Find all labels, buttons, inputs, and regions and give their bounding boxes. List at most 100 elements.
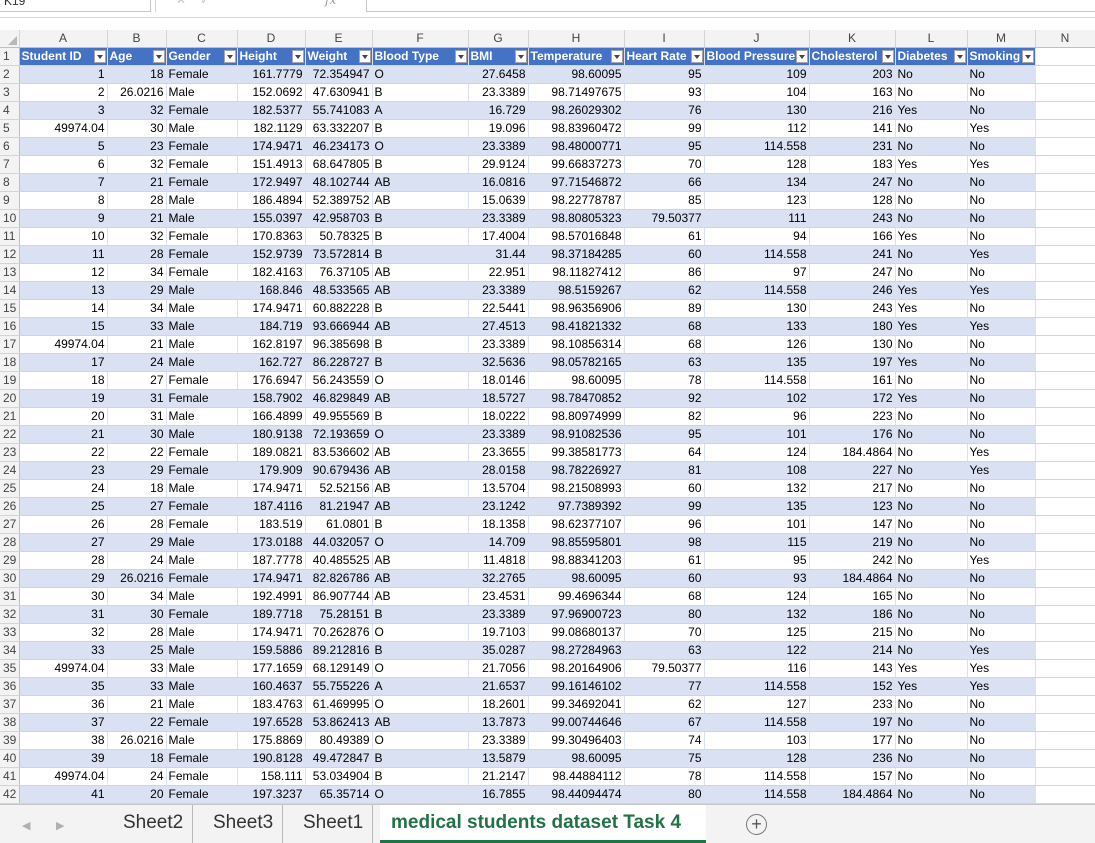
table-cell[interactable]: 98.91082536 [528, 425, 625, 444]
table-cell[interactable]: 46.829849 [305, 389, 373, 408]
table-cell[interactable]: Female [166, 443, 238, 462]
filter-dropdown-icon[interactable] [953, 50, 966, 63]
table-cell[interactable]: 80 [624, 605, 705, 624]
table-header-cell[interactable]: Weight [305, 47, 373, 66]
table-cell[interactable]: 158.111 [237, 767, 306, 786]
table-cell[interactable]: 95 [624, 65, 705, 84]
table-header-cell[interactable]: Blood Pressure [704, 47, 810, 66]
table-cell[interactable]: Yes [967, 155, 1036, 174]
table-cell[interactable]: 3 [19, 101, 108, 120]
table-cell[interactable]: 31 [107, 389, 167, 408]
table-cell[interactable]: 20 [107, 785, 167, 804]
table-cell[interactable]: 197 [809, 353, 896, 372]
empty-cell[interactable] [1035, 47, 1095, 66]
table-cell[interactable]: 152.9739 [237, 245, 306, 264]
table-cell[interactable]: 90.679436 [305, 461, 373, 480]
table-cell[interactable]: 98.26029302 [528, 101, 625, 120]
table-cell[interactable]: 81 [624, 461, 705, 480]
filter-dropdown-icon[interactable] [795, 50, 808, 63]
table-cell[interactable]: 123 [704, 191, 810, 210]
empty-cell[interactable] [1035, 389, 1095, 408]
table-cell[interactable]: 32 [107, 155, 167, 174]
tab-sheet3[interactable]: Sheet3 [204, 805, 284, 843]
table-cell[interactable]: 73.572814 [305, 245, 373, 264]
table-cell[interactable]: 49.955569 [305, 407, 373, 426]
table-cell[interactable]: 22 [107, 713, 167, 732]
table-cell[interactable]: 99.30496403 [528, 731, 625, 750]
table-cell[interactable]: 98.80974999 [528, 407, 625, 426]
table-cell[interactable]: 22 [107, 443, 167, 462]
row-header[interactable]: 28 [0, 533, 20, 552]
table-cell[interactable]: 98.83960472 [528, 119, 625, 138]
table-cell[interactable]: 99.34692041 [528, 695, 625, 714]
table-cell[interactable]: 83.536602 [305, 443, 373, 462]
empty-cell[interactable] [1035, 785, 1095, 804]
row-header[interactable]: 26 [0, 497, 20, 516]
table-cell[interactable]: 114.558 [704, 785, 810, 804]
table-cell[interactable]: 86 [624, 263, 705, 282]
table-cell[interactable]: 182.4163 [237, 263, 306, 282]
table-cell[interactable]: Male [166, 119, 238, 138]
column-header-b[interactable]: B [107, 30, 167, 48]
row-header[interactable]: 36 [0, 677, 20, 696]
table-cell[interactable]: 48.102744 [305, 173, 373, 192]
scroll-tabs-left-icon[interactable]: ◀ [22, 820, 31, 832]
table-cell[interactable]: 98.62377107 [528, 515, 625, 534]
table-cell[interactable]: Male [166, 533, 238, 552]
table-cell[interactable]: 28 [19, 551, 108, 570]
table-header-cell[interactable]: Blood Type [372, 47, 469, 66]
empty-cell[interactable] [1035, 533, 1095, 552]
table-cell[interactable]: No [967, 353, 1036, 372]
table-cell[interactable]: No [967, 785, 1036, 804]
column-header-k[interactable]: K [809, 30, 896, 48]
table-cell[interactable]: Male [166, 353, 238, 372]
table-cell[interactable]: 18 [107, 65, 167, 84]
table-cell[interactable]: 109 [704, 65, 810, 84]
table-cell[interactable]: 197 [809, 713, 896, 732]
filter-dropdown-icon[interactable] [454, 50, 467, 63]
table-cell[interactable]: 95 [624, 425, 705, 444]
table-cell[interactable]: 81.21947 [305, 497, 373, 516]
table-cell[interactable]: 162.727 [237, 353, 306, 372]
filter-dropdown-icon[interactable] [152, 50, 165, 63]
table-cell[interactable]: 98.37184285 [528, 245, 625, 264]
table-cell[interactable]: 166.4899 [237, 407, 306, 426]
table-cell[interactable]: 89 [624, 299, 705, 318]
table-cell[interactable]: 23.4531 [468, 587, 529, 606]
table-cell[interactable]: 55.755226 [305, 677, 373, 696]
table-cell[interactable]: 97.71546872 [528, 173, 625, 192]
table-cell[interactable]: 18 [19, 371, 108, 390]
table-cell[interactable]: 219 [809, 533, 896, 552]
table-cell[interactable]: 61 [624, 551, 705, 570]
table-cell[interactable]: No [895, 83, 968, 102]
table-cell[interactable]: 32 [107, 101, 167, 120]
table-cell[interactable]: 8 [19, 191, 108, 210]
table-cell[interactable]: 28 [107, 191, 167, 210]
table-cell[interactable]: 183.4763 [237, 695, 306, 714]
table-cell[interactable]: 98.05782165 [528, 353, 625, 372]
table-cell[interactable]: AB [372, 443, 469, 462]
table-cell[interactable]: 176.6947 [237, 371, 306, 390]
table-cell[interactable]: 39 [19, 749, 108, 768]
table-cell[interactable]: AB [372, 317, 469, 336]
table-cell[interactable]: 184.4864 [809, 569, 896, 588]
table-cell[interactable]: O [372, 623, 469, 642]
table-cell[interactable]: 93 [704, 569, 810, 588]
table-cell[interactable]: 47.630941 [305, 83, 373, 102]
table-cell[interactable]: 98.80805323 [528, 209, 625, 228]
table-cell[interactable]: 21 [19, 425, 108, 444]
table-cell[interactable]: No [967, 371, 1036, 390]
table-cell[interactable]: 63.332207 [305, 119, 373, 138]
table-cell[interactable]: 21 [107, 695, 167, 714]
table-cell[interactable]: No [967, 695, 1036, 714]
table-cell[interactable]: 63 [624, 353, 705, 372]
table-cell[interactable]: B [372, 245, 469, 264]
empty-cell[interactable] [1035, 605, 1095, 624]
empty-cell[interactable] [1035, 569, 1095, 588]
table-cell[interactable]: O [372, 785, 469, 804]
table-cell[interactable]: 163 [809, 83, 896, 102]
row-header[interactable]: 21 [0, 407, 20, 426]
table-cell[interactable]: 18.0222 [468, 407, 529, 426]
empty-cell[interactable] [1035, 155, 1095, 174]
table-cell[interactable]: 23.1242 [468, 497, 529, 516]
